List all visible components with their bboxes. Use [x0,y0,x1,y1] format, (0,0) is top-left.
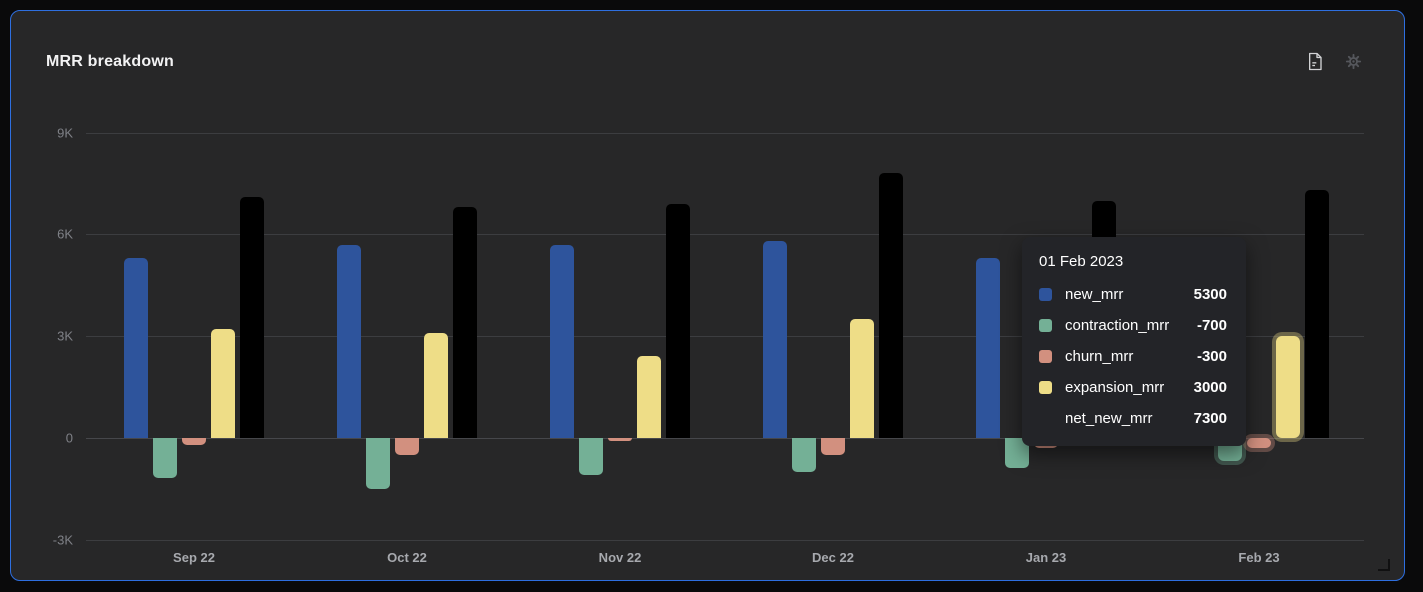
tooltip-series-value: 5300 [1193,286,1227,303]
gridline [86,234,1364,236]
y-axis-tick-label: 3K [57,328,73,344]
tooltip-series-value: -700 [1196,317,1227,334]
x-axis-category-label: Feb 23 [1238,550,1280,565]
bar-expansion_mrr[interactable] [850,319,874,438]
gridline [86,336,1364,338]
tooltip-series-value: -300 [1196,348,1227,365]
bar-contraction_mrr[interactable] [153,437,177,479]
tooltip-series-swatch [1039,288,1052,301]
y-axis-tick-label: 6K [57,226,73,242]
bar-new_mrr[interactable] [337,244,361,438]
tooltip-series-label: contraction_mrr [1065,317,1170,334]
tooltip-row: expansion_mrr 3000 [1039,372,1227,403]
bar-contraction_mrr[interactable] [579,437,603,476]
widget-header-actions [1307,52,1362,71]
y-axis-tick-label: 0 [65,430,73,446]
bar-churn_mrr[interactable] [182,437,206,445]
bar-net_new_mrr[interactable] [453,207,477,438]
gridline [86,437,1364,439]
tooltip-series-value: 3000 [1193,379,1227,396]
x-axis-category-label: Nov 22 [598,550,642,565]
tooltip-row: churn_mrr -300 [1039,341,1227,372]
chart-tooltip: 01 Feb 2023 new_mrr 5300 contraction_mrr -7… [1022,237,1246,446]
bar-contraction_mrr[interactable] [366,437,390,489]
bar-churn_mrr[interactable] [395,437,419,455]
bar-net_new_mrr[interactable] [240,197,264,438]
y-axis-tick-label: 9K [57,125,73,141]
bar-expansion_mrr[interactable] [424,332,448,438]
bar-churn_mrr[interactable] [821,437,845,455]
tooltip-series-value: 7300 [1193,410,1227,427]
bar-expansion_mrr[interactable] [637,356,661,438]
tooltip-row: net_new_mrr 7300 [1039,403,1227,434]
tooltip-series-label: net_new_mrr [1065,410,1153,427]
bar-contraction_mrr[interactable] [792,437,816,472]
tooltip-rows: new_mrr 5300 contraction_mrr -700 churn_mrr -… [1039,279,1227,434]
bar-new_mrr[interactable] [763,241,787,438]
bar-new_mrr[interactable] [976,258,1000,438]
settings-gear-icon[interactable] [1345,53,1362,70]
tooltip-row: new_mrr 5300 [1039,279,1227,310]
x-axis-category-label: Dec 22 [812,550,854,565]
tooltip-series-swatch [1039,412,1052,425]
tooltip-series-swatch [1039,381,1052,394]
x-axis-category-label: Jan 23 [1025,550,1067,565]
bar-net_new_mrr[interactable] [666,203,690,438]
bar-churn_mrr[interactable] [1247,437,1271,448]
bar-churn_mrr[interactable] [608,437,632,442]
y-axis-tick-label: -3K [52,532,73,547]
widget-title: MRR breakdown [46,53,174,70]
tooltip-series-label: new_mrr [1065,286,1124,303]
gridline [86,132,1364,134]
gridline [86,539,1364,541]
x-axis-category-label: Sep 22 [173,550,215,565]
tooltip-series-swatch [1039,350,1052,363]
x-axis-category-label: Oct 22 [387,550,427,565]
tooltip-series-label: churn_mrr [1065,348,1134,365]
bar-net_new_mrr[interactable] [879,173,903,438]
tooltip-date-title: 01 Feb 2023 [1039,253,1124,270]
tooltip-row: contraction_mrr -700 [1039,310,1227,341]
tooltip-series-swatch [1039,319,1052,332]
bar-new_mrr[interactable] [550,244,574,438]
mrr-breakdown-widget[interactable]: MRR breakdown [10,10,1405,581]
export-document-icon[interactable] [1307,52,1323,71]
tooltip-series-label: expansion_mrr [1065,379,1165,396]
bar-new_mrr[interactable] [124,258,148,438]
bar-expansion_mrr[interactable] [1276,336,1300,438]
bar-net_new_mrr[interactable] [1305,190,1329,438]
resize-handle-icon[interactable] [1378,559,1390,571]
bar-expansion_mrr[interactable] [211,329,235,438]
